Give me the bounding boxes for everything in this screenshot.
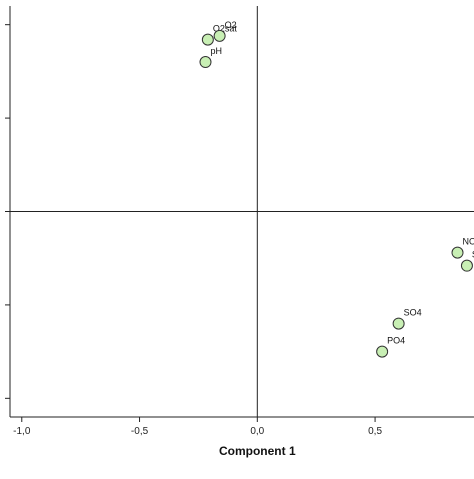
data-point [199,56,212,69]
data-point-label: SO4 [404,308,422,318]
data-point-label: pH [210,46,222,56]
data-point-label: NO [463,237,474,247]
x-tick-label: 0,0 [250,426,264,437]
data-point-label: O2 [225,20,237,30]
x-tick-label: 0,5 [368,426,382,437]
data-point-label: PO4 [387,336,405,346]
data-point [392,317,405,330]
x-tick-label: -1,0 [13,426,31,437]
x-tick-label: -0,5 [131,426,149,437]
data-point [451,246,464,259]
data-point-label: O2sat [213,24,238,34]
data-point [376,345,389,358]
data-point [201,33,214,46]
data-point-label: Sa [472,250,474,260]
data-point [213,29,226,42]
data-point [460,259,473,272]
x-axis-title: Component 1 [219,444,296,458]
